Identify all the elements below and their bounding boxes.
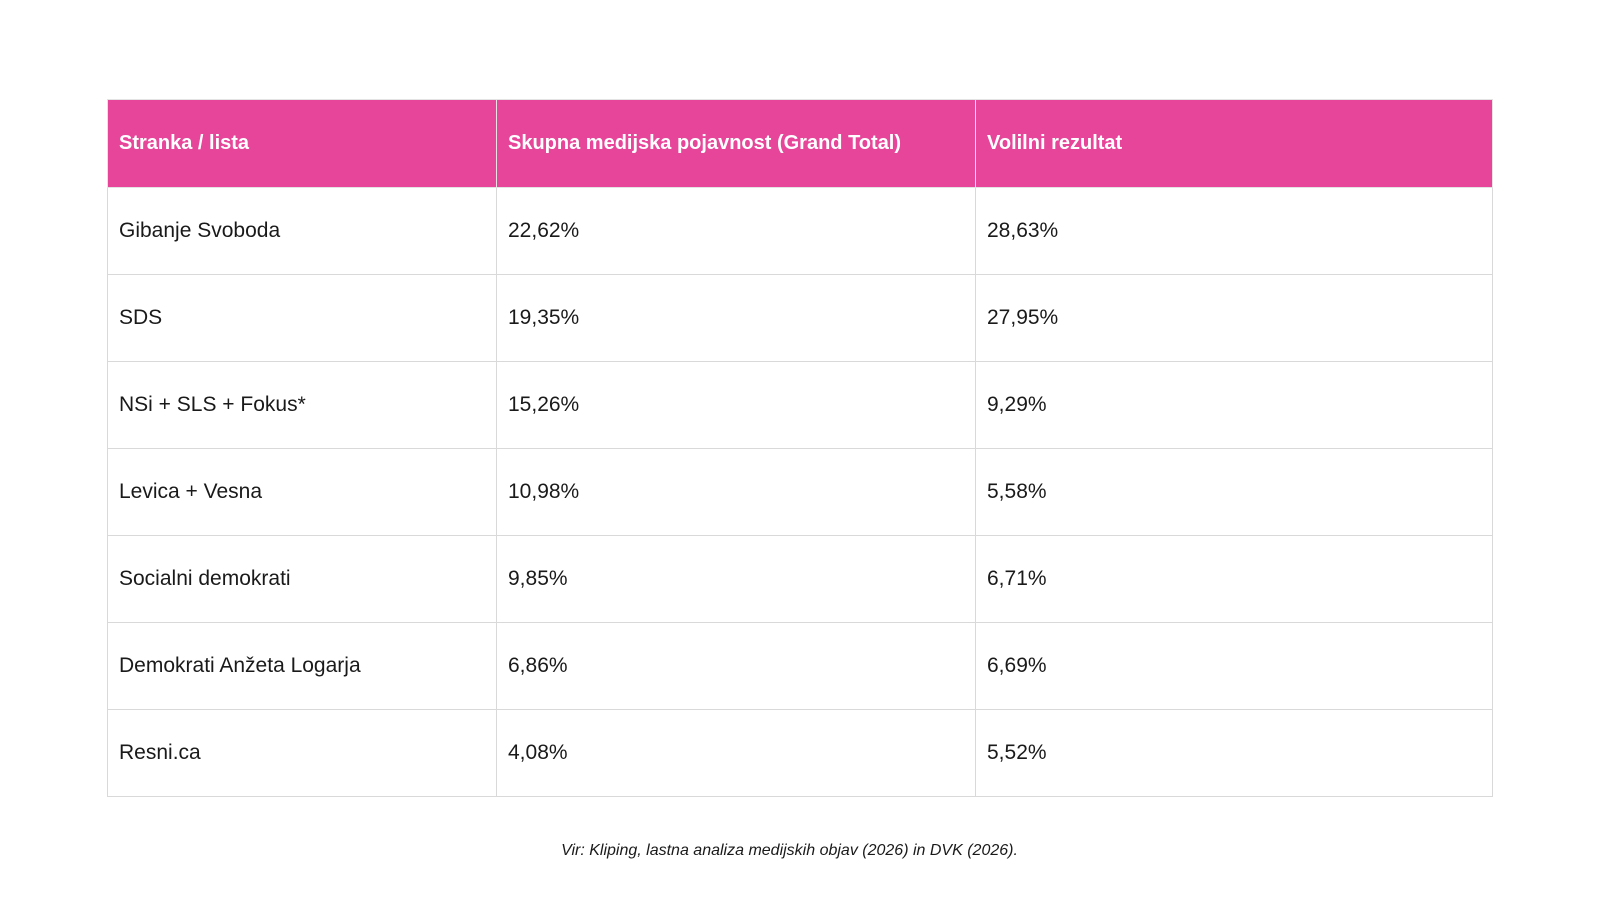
source-note: Vir: Kliping, lastna analiza medijskih o…: [561, 842, 1018, 859]
cell-media-presence: 4,08%: [496, 709, 976, 797]
cell-media-presence: 6,86%: [496, 622, 976, 710]
cell-party: SDS: [107, 274, 497, 362]
cell-vote-result: 9,29%: [975, 361, 1493, 449]
cell-media-presence: 10,98%: [496, 448, 976, 536]
cell-party: Levica + Vesna: [107, 448, 497, 536]
table-row: Resni.ca 4,08% 5,52%: [107, 709, 1493, 797]
cell-media-presence: 15,26%: [496, 361, 976, 449]
cell-party: Socialni demokrati: [107, 535, 497, 623]
cell-vote-result: 6,69%: [975, 622, 1493, 710]
media-presence-vs-results-table: Stranka / lista Skupna medijska pojavnos…: [107, 99, 1493, 797]
cell-party: Gibanje Svoboda: [107, 187, 497, 275]
table-row: SDS 19,35% 27,95%: [107, 274, 1493, 362]
cell-vote-result: 6,71%: [975, 535, 1493, 623]
table-row: Socialni demokrati 9,85% 6,71%: [107, 535, 1493, 623]
header-cell-vote-result: Volilni rezultat: [975, 99, 1493, 188]
header-row: Stranka / lista Skupna medijska pojavnos…: [107, 99, 1493, 188]
table-row: Demokrati Anžeta Logarja 6,86% 6,69%: [107, 622, 1493, 710]
cell-media-presence: 22,62%: [496, 187, 976, 275]
cell-media-presence: 9,85%: [496, 535, 976, 623]
table-row: Gibanje Svoboda 22,62% 28,63%: [107, 187, 1493, 275]
cell-vote-result: 27,95%: [975, 274, 1493, 362]
cell-media-presence: 19,35%: [496, 274, 976, 362]
cell-party: Demokrati Anžeta Logarja: [107, 622, 497, 710]
cell-party: Resni.ca: [107, 709, 497, 797]
cell-party: NSi + SLS + Fokus*: [107, 361, 497, 449]
table-row: NSi + SLS + Fokus* 15,26% 9,29%: [107, 361, 1493, 449]
cell-vote-result: 28,63%: [975, 187, 1493, 275]
header-cell-party: Stranka / lista: [107, 99, 497, 188]
cell-vote-result: 5,52%: [975, 709, 1493, 797]
table-row: Levica + Vesna 10,98% 5,58%: [107, 448, 1493, 536]
header-cell-media-presence: Skupna medijska pojavnost (Grand Total): [496, 99, 976, 188]
cell-vote-result: 5,58%: [975, 448, 1493, 536]
